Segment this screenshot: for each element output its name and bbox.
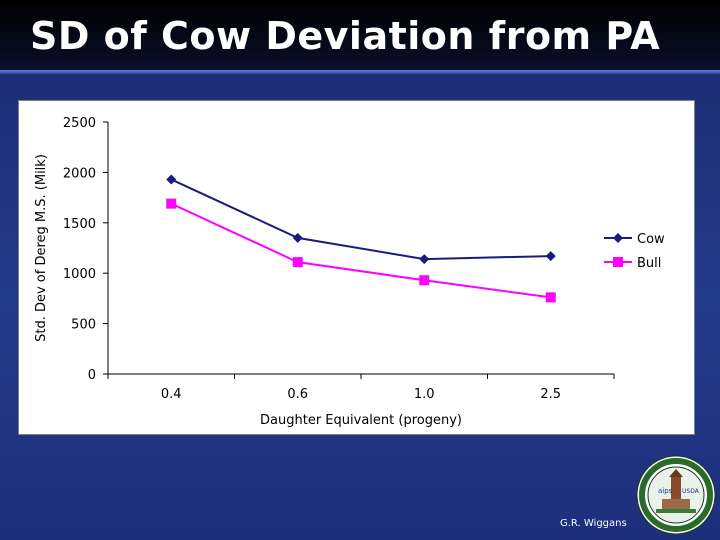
- y-tick-label: 500: [71, 318, 96, 333]
- seal-right-label: USDA: [682, 488, 700, 495]
- x-tick-label: 2.5: [540, 387, 561, 402]
- x-tick-label: 0.6: [287, 387, 308, 402]
- chart-panel: 0 500 1000 1500 2000 2500 0.4 0.6 1.0 2.5 Daughter…: [18, 100, 695, 435]
- x-tick-label: 1.0: [414, 387, 435, 402]
- title-bar: SD of Cow Deviation from PA: [0, 0, 720, 70]
- usda-research-seal-icon: aips USDA: [636, 455, 716, 535]
- legend-marker: [613, 233, 623, 243]
- data-point-bull: [166, 198, 177, 209]
- y-tick-label: 1500: [63, 217, 96, 232]
- title-divider: [0, 70, 720, 74]
- data-point-bull: [419, 275, 430, 286]
- legend-label-cow: Cow: [637, 232, 665, 247]
- data-point-cow: [166, 174, 177, 185]
- y-tick-label: 1000: [63, 267, 96, 282]
- data-point-bull: [545, 292, 556, 303]
- series-line-cow: [170, 178, 551, 261]
- data-point-cow: [292, 232, 303, 243]
- x-tick-label: 0.4: [161, 387, 182, 402]
- x-axis-title: Daughter Equivalent (progeny): [260, 413, 462, 428]
- series-line-bull: [170, 202, 551, 299]
- legend-marker: [613, 257, 623, 267]
- y-axis-title: Std. Dev of Dereg M.S. (Milk): [34, 154, 49, 342]
- line-chart: 0 500 1000 1500 2000 2500 0.4 0.6 1.0 2.5 Daughter…: [34, 116, 665, 428]
- seal-left-label: aips: [658, 487, 673, 495]
- y-tick-label: 2000: [63, 166, 96, 181]
- data-point-cow: [545, 251, 556, 262]
- slide-title: SD of Cow Deviation from PA: [30, 14, 661, 58]
- legend-label-bull: Bull: [637, 256, 661, 271]
- y-tick-label: 2500: [63, 116, 96, 131]
- data-point-cow: [419, 254, 430, 265]
- author-credit: G.R. Wiggans: [560, 518, 627, 529]
- y-tick-label: 0: [88, 368, 96, 383]
- data-point-bull: [292, 257, 303, 268]
